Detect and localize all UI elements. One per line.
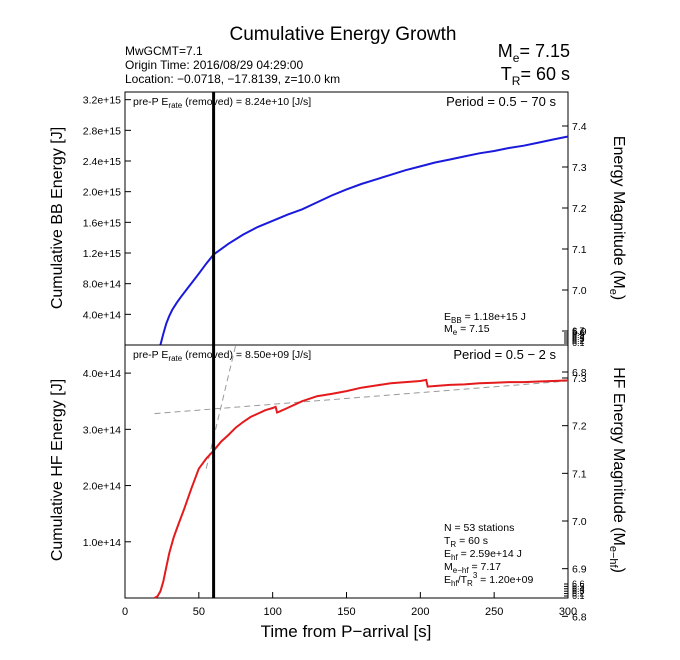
hf-y2-minor-label: 6.4	[572, 584, 585, 594]
x-tick-label: 100	[263, 606, 281, 618]
bb-period-label: Period = 0.5 − 70 s	[446, 94, 556, 109]
bb-y2-minor-label: 6.4	[572, 332, 585, 342]
hf-fit-line-steep	[205, 344, 237, 469]
bb-y-axis: 4.0e+14 8.0e+14 1.2e+15 1.6e+15 2.0e+15 2.4e+…	[83, 95, 131, 321]
hf-energy-annotation: Ehf = 2.59e+14 J	[444, 548, 522, 562]
bb-y-label: Cumulative BB Energy [J]	[49, 127, 66, 309]
bb-frame	[124, 91, 569, 346]
hf-y-tick-label: 2.0e+14	[83, 481, 121, 493]
x-tick-label: 200	[411, 606, 429, 618]
bb-y2-tick-label: 6.9	[572, 326, 587, 338]
hf-y-label: Cumulative HF Energy [J]	[49, 379, 66, 561]
bb-y2-tick-label: 7.1	[572, 244, 587, 256]
bb-energy-line	[159, 135, 569, 346]
bb-y2-axis: 7.4 7.3 7.2 7.1 7.0 6.9 6.8 6.76.66.56.46.36.26…	[562, 121, 587, 379]
bb-y2-minor-label: 6.7	[572, 326, 585, 336]
hf-y2-minor-label: 6.6	[572, 579, 585, 589]
hf-y2-minor-label: 6.1	[572, 591, 585, 601]
hf-y-tick-label: 1.0e+14	[83, 537, 121, 549]
bb-y-tick-label: 2.0e+15	[83, 187, 121, 199]
bb-y2-tick-label: 6.8	[572, 367, 587, 379]
hf-panel: 1.0e+14 2.0e+14 3.0e+14 4.0e+14 7.3 7.2 7.1 7.…	[49, 344, 627, 660]
x-tick-label: 0	[122, 606, 128, 618]
x-axis-label: Time from P−arrival [s]	[261, 622, 432, 641]
bb-y2-minor-label: 6.3	[572, 334, 585, 344]
hf-y2-tick-label: 6.9	[572, 564, 587, 576]
hf-y-axis: 1.0e+14 2.0e+14 3.0e+14 4.0e+14	[83, 368, 131, 549]
hf-stations-annotation: N = 53 stations	[444, 522, 514, 534]
bb-y-tick-label: 1.6e+15	[83, 217, 121, 229]
bb-y-tick-label: 2.4e+15	[83, 156, 121, 168]
x-tick-label: 50	[193, 606, 205, 618]
bb-y2-minor-label: 6.1	[572, 338, 585, 348]
chart-title: Cumulative Energy Growth	[229, 24, 456, 45]
hf-y2-tick-label: 6.8	[572, 611, 587, 623]
bb-y2-minor-label: 6.2	[572, 336, 585, 346]
hf-energy-line	[154, 378, 569, 599]
bb-energy-annotation: EBB = 1.18e+15 J	[444, 311, 526, 325]
bb-me-annotation: Me = 7.15	[444, 323, 490, 337]
bb-y2-tick-label: 7.2	[572, 203, 587, 215]
x-tick-label: 300	[559, 606, 577, 618]
bb-y-tick-label: 3.2e+15	[83, 95, 121, 107]
hf-y2-tick-label: 7.1	[572, 468, 587, 480]
hf-pre-p-label: pre-P Erate (removed) = 8.50e+09 [J/s]	[133, 349, 311, 363]
bb-panel: 4.0e+14 8.0e+14 1.2e+15 1.6e+15 2.0e+15 2.4e+…	[49, 91, 627, 379]
location: Location: −0.0718, −17.8139, z=10.0 km	[125, 72, 340, 86]
bb-y2-minor-label: 6.5	[572, 330, 585, 340]
hf-y2-minor-label: 6.3	[572, 586, 585, 596]
hf-fit-line-flat	[154, 380, 569, 415]
hf-x-axis: 0 50 100 150 200 250 300	[122, 592, 577, 618]
hf-y2-tick-label: 7.3	[572, 373, 587, 385]
x-tick-label: 150	[337, 606, 355, 618]
hf-tr-annotation: TR = 60 s	[444, 535, 488, 549]
hf-y2-tick-label: 7.2	[572, 421, 587, 433]
hf-ratio-annotation: Ehf/TR3 = 1.20e+09	[444, 571, 533, 588]
hf-y-tick-label: 3.0e+14	[83, 424, 121, 436]
bb-y2-minor-label: 6.6	[572, 328, 585, 338]
bb-y-tick-label: 8.0e+14	[83, 279, 121, 291]
origin-time: Origin Time: 2016/08/29 04:29:00	[125, 58, 303, 72]
bb-y2-tick-label: 7.0	[572, 285, 587, 297]
hf-y2-tick-label: 7.0	[572, 516, 587, 528]
tr-value: TR= 60 s	[501, 64, 570, 88]
bb-y-tick-label: 1.2e+15	[83, 248, 121, 260]
hf-y2-minor-label: 6.5	[572, 581, 585, 591]
bb-y2-tick-label: 7.3	[572, 162, 587, 174]
bb-pre-p-label: pre-P Erate (removed) = 8.24e+10 [J/s]	[133, 96, 311, 110]
bb-y2-tick-label: 7.4	[572, 121, 587, 133]
hf-y2-axis: 7.37.27.17.06.96.86.76.66.56.46.36.26.1	[562, 373, 587, 660]
bb-y2-label: Energy Magnitude (Me)	[607, 136, 627, 300]
me-value: Me= 7.15	[498, 41, 570, 65]
hf-y-tick-label: 4.0e+14	[83, 368, 121, 380]
hf-y2-minor-label: 6.2	[572, 589, 585, 599]
hf-y2-label: HF Energy Magnitude (Me−hf)	[607, 367, 627, 573]
x-tick-label: 250	[485, 606, 503, 618]
bb-y-tick-label: 2.8e+15	[83, 125, 121, 137]
bb-y-tick-label: 4.0e+14	[83, 309, 121, 321]
hf-period-label: Period = 0.5 − 2 s	[453, 347, 556, 362]
mw-label: MwGCMT=7.1	[125, 44, 203, 58]
hf-me-annotation: Me−hf = 7.17	[444, 561, 501, 575]
